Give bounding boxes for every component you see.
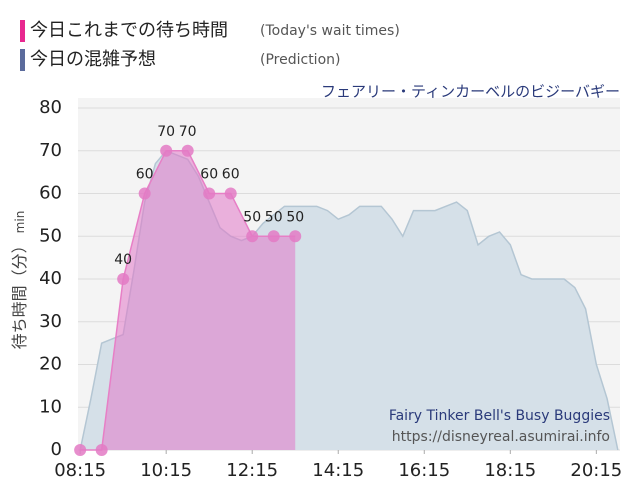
data-point (203, 187, 216, 200)
chart-subtitle: フェアリー・ティンカーベルのビジーバギー (321, 83, 620, 101)
y-tick-label: 40 (39, 268, 62, 289)
x-tick-label: 16:15 (398, 460, 450, 481)
data-point (138, 187, 151, 200)
data-point (246, 230, 259, 243)
data-point (181, 144, 194, 157)
y-tick-label: 70 (39, 140, 62, 161)
y-tick-label: 60 (39, 183, 62, 204)
data-label: 70 (157, 124, 175, 140)
annotation: https://disneyreal.asumirai.info (392, 429, 610, 445)
x-tick-label: 12:15 (226, 460, 278, 481)
y-tick-label: 0 (51, 439, 62, 460)
data-point (95, 444, 108, 456)
data-point (267, 230, 280, 243)
x-tick-label: 10:15 (140, 460, 192, 481)
data-label: 50 (265, 209, 283, 225)
y-tick-label: 80 (39, 97, 62, 118)
y-tick-label: 10 (39, 396, 62, 417)
data-label: 70 (179, 124, 197, 140)
legend-note: (Prediction) (260, 52, 340, 68)
y-axis-title: 待ち時間（分） min (10, 211, 29, 350)
y-tick-label: 50 (39, 225, 62, 246)
data-label: 40 (114, 252, 132, 268)
data-point (74, 444, 87, 456)
x-tick-label: 20:15 (570, 460, 622, 481)
data-label: 60 (136, 167, 154, 183)
legend-swatch (20, 49, 25, 71)
data-point (224, 187, 237, 200)
annotation: Fairy Tinker Bell's Busy Buggies (389, 408, 610, 424)
y-tick-label: 20 (39, 354, 62, 375)
data-label: 50 (286, 209, 304, 225)
x-tick-label: 18:15 (484, 460, 536, 481)
legend-label: 今日これまでの待ち時間 (30, 20, 228, 41)
data-point (289, 230, 302, 243)
x-tick-label: 08:15 (54, 460, 106, 481)
data-label: 60 (222, 167, 240, 183)
area-fill (80, 150, 296, 450)
y-tick-label: 30 (39, 311, 62, 332)
data-point (117, 273, 130, 285)
data-label: 50 (243, 209, 261, 225)
legend-swatch (20, 20, 25, 42)
data-label: 60 (200, 167, 218, 183)
legend-label: 今日の混雑予想 (30, 49, 156, 70)
y-axis-unit: min (13, 211, 27, 234)
y-axis-label: 待ち時間（分） (10, 237, 29, 349)
x-tick-label: 14:15 (312, 460, 364, 481)
legend-note: (Today's wait times) (260, 23, 400, 39)
data-point (160, 144, 173, 157)
